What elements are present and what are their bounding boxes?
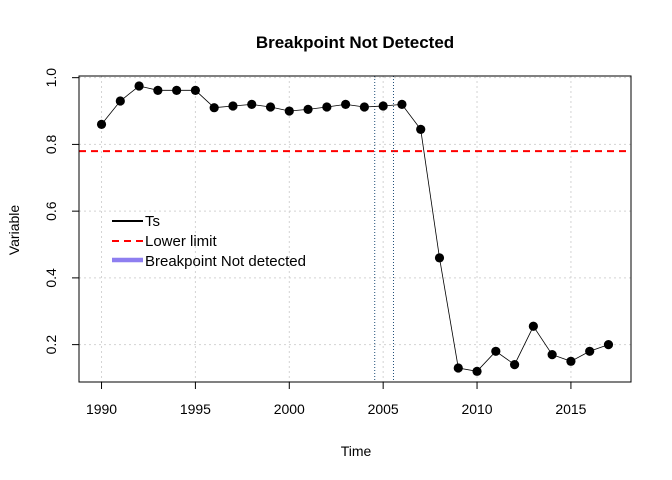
chart-title: Breakpoint Not Detected [256, 33, 454, 52]
data-point [284, 106, 294, 116]
data-point [172, 85, 182, 95]
legend-breakpoint-label: Breakpoint Not detected [145, 253, 306, 270]
y-axis-label: Variable [6, 205, 22, 256]
data-point [566, 356, 576, 366]
data-point [434, 253, 445, 263]
data-point [603, 340, 614, 350]
y-tick-label: 1.0 [43, 68, 59, 88]
data-point [303, 104, 313, 114]
reference-lines [79, 76, 631, 382]
y-tick-label: 0.6 [43, 201, 59, 221]
data-point [453, 363, 463, 373]
data-point [153, 85, 163, 95]
data-point [472, 366, 482, 376]
data-point [322, 102, 332, 112]
data-point [134, 81, 144, 91]
data-point [190, 85, 201, 95]
legend: Ts Lower limit Breakpoint Not detected [112, 213, 306, 270]
x-tick-label: 2010 [461, 401, 492, 417]
series-layer [96, 81, 614, 376]
data-point [209, 103, 219, 113]
x-tick-label: 1990 [86, 401, 117, 417]
data-point [228, 101, 238, 111]
data-point [378, 101, 388, 111]
data-point [585, 346, 595, 356]
data-point [359, 102, 369, 112]
grid [79, 76, 631, 382]
x-axis-label: Time [341, 443, 372, 459]
data-point [491, 346, 501, 356]
axes: 1990 1995 2000 2005 2010 2015 0.2 0.4 0.6 0.8 1.0 [43, 68, 587, 417]
data-point [547, 350, 557, 360]
data-point [397, 99, 407, 109]
plot-frame [78, 75, 632, 383]
x-tick-label: 2015 [555, 401, 586, 417]
x-tick-label: 1995 [180, 401, 211, 417]
data-point [247, 99, 257, 109]
series-line-ts [101, 85, 609, 372]
data-point [341, 99, 351, 109]
x-tick-label: 2005 [368, 401, 399, 417]
legend-lower-limit-label: Lower limit [145, 233, 218, 250]
data-point [265, 102, 276, 112]
x-tick-label: 2000 [274, 401, 305, 417]
y-tick-label: 0.4 [43, 268, 59, 288]
data-point [528, 321, 538, 331]
y-tick-label: 0.2 [43, 335, 59, 355]
data-point [115, 96, 125, 106]
y-tick-label: 0.8 [43, 134, 59, 154]
data-point [416, 124, 426, 134]
data-point [509, 360, 520, 370]
legend-ts-label: Ts [145, 213, 160, 230]
data-point [96, 119, 107, 129]
